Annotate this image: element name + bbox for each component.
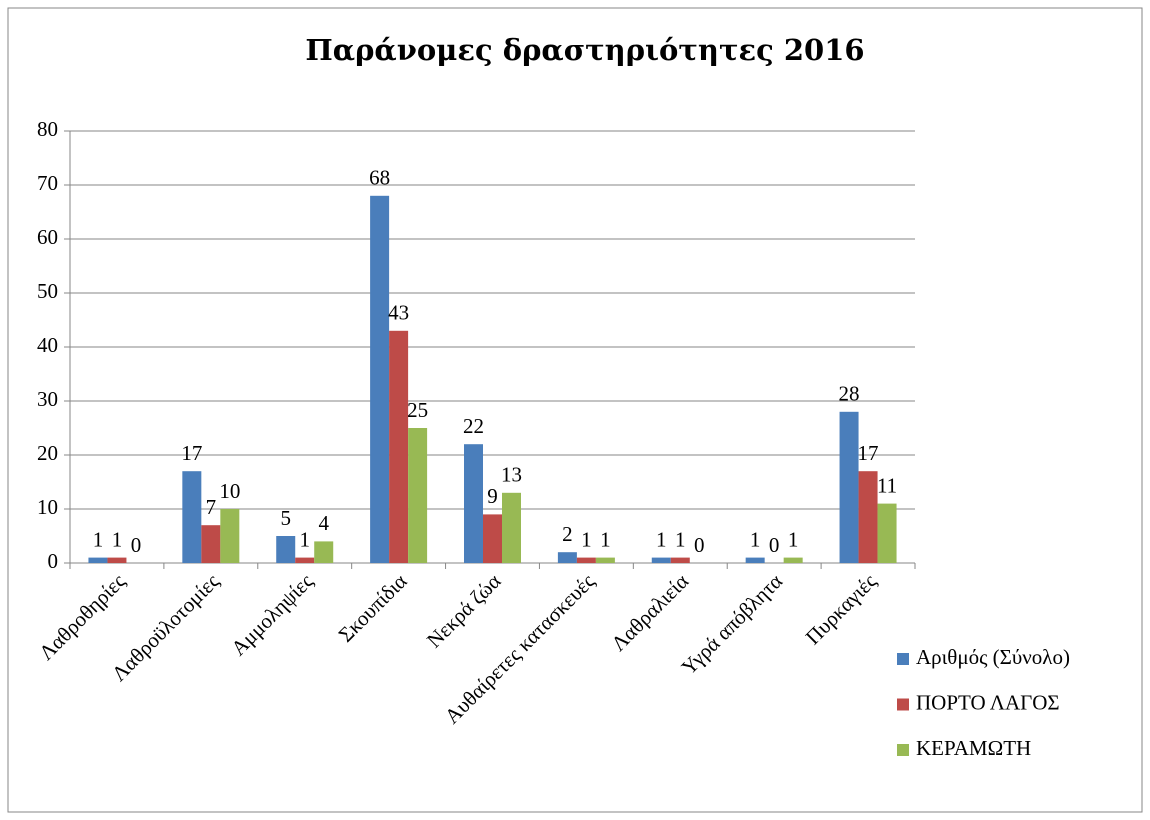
bar — [408, 428, 428, 563]
bar — [295, 557, 315, 563]
bar — [88, 557, 108, 563]
bar — [483, 514, 502, 563]
data-label: 13 — [501, 463, 522, 487]
data-label: 1 — [788, 527, 799, 551]
legend-swatch — [897, 698, 909, 711]
chart-title: Παράνομες δραστηριότητες 2016 — [305, 33, 864, 67]
bar — [651, 557, 671, 563]
data-label: 1 — [675, 527, 686, 551]
bar — [858, 471, 878, 563]
data-label: 1 — [112, 527, 123, 551]
legend-swatch — [897, 653, 909, 665]
bar — [276, 536, 296, 563]
legend-swatch — [897, 744, 909, 756]
data-label: 43 — [388, 301, 409, 325]
bar — [201, 525, 221, 563]
bar — [839, 411, 859, 563]
y-tick-label: 30 — [37, 387, 58, 411]
bar — [877, 503, 897, 563]
bar — [595, 557, 615, 563]
bar — [576, 557, 596, 563]
data-label: 17 — [181, 441, 202, 465]
data-label: 1 — [750, 527, 761, 551]
y-tick-label: 70 — [37, 171, 58, 195]
y-tick-label: 80 — [37, 117, 58, 141]
y-tick-label: 10 — [37, 495, 58, 519]
data-label: 0 — [131, 533, 142, 557]
data-label: 0 — [769, 533, 780, 557]
data-label: 22 — [463, 414, 484, 438]
chart-border — [7, 7, 1143, 813]
y-tick-label: 60 — [37, 225, 58, 249]
bar — [107, 557, 127, 563]
bar — [314, 541, 334, 563]
bar — [389, 330, 409, 563]
legend-label: ΚΕΡΑΜΩΤΗ — [916, 736, 1031, 760]
data-label: 7 — [206, 495, 217, 519]
legend-label: Αριθμός (Σύνολο) — [916, 645, 1070, 669]
bar — [557, 552, 577, 563]
data-label: 28 — [839, 382, 860, 406]
data-label: 25 — [407, 398, 428, 422]
legend-label: ΠΟΡΤΟ ΛΑΓΟΣ — [916, 690, 1060, 714]
data-label: 4 — [318, 511, 329, 535]
data-label: 2 — [562, 522, 573, 546]
data-label: 0 — [694, 533, 705, 557]
bar — [464, 444, 483, 563]
bar — [670, 557, 690, 563]
data-label: 11 — [877, 473, 897, 497]
bar — [370, 195, 390, 564]
data-label: 10 — [219, 479, 240, 503]
y-tick-label: 20 — [37, 441, 58, 465]
bar — [182, 471, 202, 563]
bar — [783, 557, 803, 563]
y-tick-label: 40 — [37, 333, 58, 357]
data-label: 68 — [369, 166, 390, 190]
data-label: 1 — [581, 527, 592, 551]
data-label: 17 — [858, 441, 879, 465]
data-label: 9 — [487, 484, 498, 508]
data-label: 1 — [656, 527, 667, 551]
data-label: 1 — [600, 527, 611, 551]
y-tick-label: 50 — [37, 279, 58, 303]
bar — [220, 509, 240, 563]
data-label: 5 — [280, 506, 291, 530]
y-tick-label: 0 — [48, 549, 59, 573]
data-label: 1 — [299, 527, 310, 551]
bar — [502, 492, 521, 563]
data-label: 1 — [93, 527, 104, 551]
bar — [745, 557, 765, 563]
